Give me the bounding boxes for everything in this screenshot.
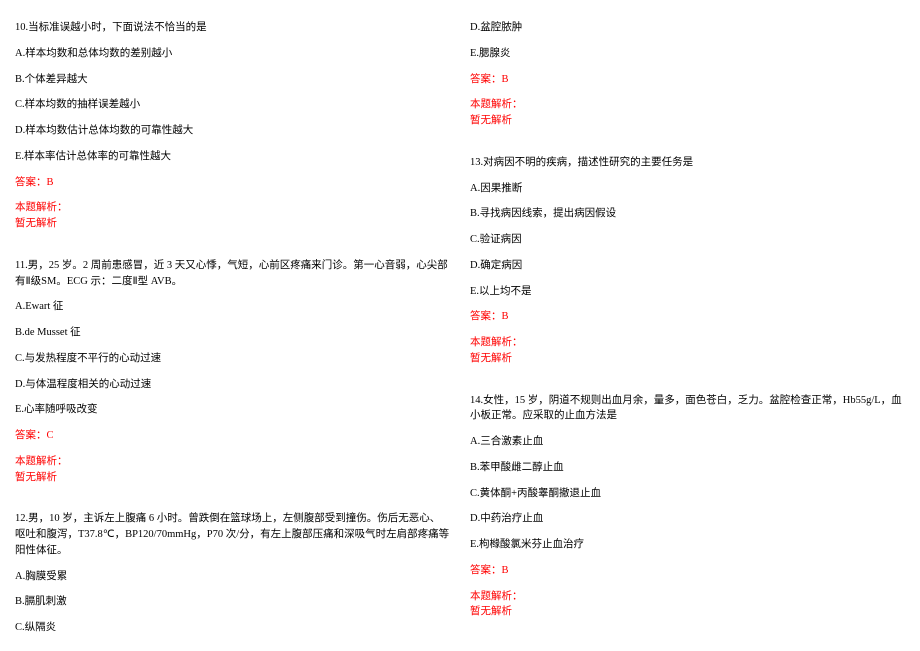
question-12-continued: D.盆腔脓肿 E.腮腺炎 答案：B 本题解析： 暂无解析 [470, 20, 905, 129]
two-column-layout: 10.当标准误越小时，下面说法不恰当的是 A.样本均数和总体均数的差别越小 B.… [15, 20, 905, 650]
question-13: 13.对病因不明的疾病，描述性研究的主要任务是 A.因果推断 B.寻找病因线索，… [470, 155, 905, 367]
q12-option-e: E.腮腺炎 [470, 46, 905, 62]
q11-option-a: A.Ewart 征 [15, 299, 450, 315]
question-11: 11.男，25 岁。2 周前患感冒，近 3 天又心悸，气短，心前区疼痛来门诊。第… [15, 258, 450, 486]
q13-stem: 13.对病因不明的疾病，描述性研究的主要任务是 [470, 155, 905, 171]
q13-option-b: B.寻找病因线索，提出病因假设 [470, 206, 905, 222]
question-10: 10.当标准误越小时，下面说法不恰当的是 A.样本均数和总体均数的差别越小 B.… [15, 20, 450, 232]
q14-analysis-none: 暂无解析 [470, 604, 905, 620]
question-14: 14.女性，15 岁，阴道不规则出血月余，量多，面色苍白，乏力。盆腔检查正常，H… [470, 393, 905, 621]
q10-option-b: B.个体差异越大 [15, 72, 450, 88]
q14-option-e: E.枸橼酸氯米芬止血治疗 [470, 537, 905, 553]
q10-answer: 答案：B [15, 175, 450, 191]
q10-option-e: E.样本率估计总体率的可靠性越大 [15, 149, 450, 165]
q10-option-d: D.样本均数估计总体均数的可靠性越大 [15, 123, 450, 139]
q13-answer: 答案：B [470, 309, 905, 325]
q12-answer: 答案：B [470, 72, 905, 88]
q11-analysis-label: 本题解析： [15, 454, 450, 470]
q12-option-c: C.纵隔炎 [15, 620, 450, 636]
q13-analysis-none: 暂无解析 [470, 351, 905, 367]
q14-option-a: A.三合激素止血 [470, 434, 905, 450]
q11-option-c: C.与发热程度不平行的心动过速 [15, 351, 450, 367]
q11-option-b: B.de Musset 征 [15, 325, 450, 341]
q10-option-c: C.样本均数的抽样误差越小 [15, 97, 450, 113]
q13-option-d: D.确定病因 [470, 258, 905, 274]
question-12: 12.男，10 岁，主诉左上腹痛 6 小时。曾跌倒在篮球场上，左侧腹部受到撞伤。… [15, 511, 450, 636]
q14-option-c: C.黄体酮+丙酸睾酮撤退止血 [470, 486, 905, 502]
q13-analysis-label: 本题解析： [470, 335, 905, 351]
q12-option-d: D.盆腔脓肿 [470, 20, 905, 36]
q14-analysis-label: 本题解析： [470, 589, 905, 605]
q12-analysis-none: 暂无解析 [470, 113, 905, 129]
q12-option-b: B.膈肌刺激 [15, 594, 450, 610]
q14-answer: 答案：B [470, 563, 905, 579]
q11-analysis-none: 暂无解析 [15, 470, 450, 486]
q11-option-d: D.与体温程度相关的心动过速 [15, 377, 450, 393]
q11-stem: 11.男，25 岁。2 周前患感冒，近 3 天又心悸，气短，心前区疼痛来门诊。第… [15, 258, 450, 290]
q11-answer: 答案：C [15, 428, 450, 444]
q10-analysis-none: 暂无解析 [15, 216, 450, 232]
q12-analysis-label: 本题解析： [470, 97, 905, 113]
q10-stem: 10.当标准误越小时，下面说法不恰当的是 [15, 20, 450, 36]
q10-analysis-label: 本题解析： [15, 200, 450, 216]
q10-option-a: A.样本均数和总体均数的差别越小 [15, 46, 450, 62]
q11-option-e: E.心率随呼吸改变 [15, 402, 450, 418]
right-column: D.盆腔脓肿 E.腮腺炎 答案：B 本题解析： 暂无解析 13.对病因不明的疾病… [470, 20, 905, 650]
q13-option-a: A.因果推断 [470, 181, 905, 197]
q13-option-e: E.以上均不是 [470, 284, 905, 300]
q12-option-a: A.胸膜受累 [15, 569, 450, 585]
left-column: 10.当标准误越小时，下面说法不恰当的是 A.样本均数和总体均数的差别越小 B.… [15, 20, 450, 650]
q14-option-b: B.苯甲酸雌二醇止血 [470, 460, 905, 476]
q12-stem: 12.男，10 岁，主诉左上腹痛 6 小时。曾跌倒在篮球场上，左侧腹部受到撞伤。… [15, 511, 450, 558]
q14-stem: 14.女性，15 岁，阴道不规则出血月余，量多，面色苍白，乏力。盆腔检查正常，H… [470, 393, 905, 425]
q13-option-c: C.验证病因 [470, 232, 905, 248]
q14-option-d: D.中药治疗止血 [470, 511, 905, 527]
